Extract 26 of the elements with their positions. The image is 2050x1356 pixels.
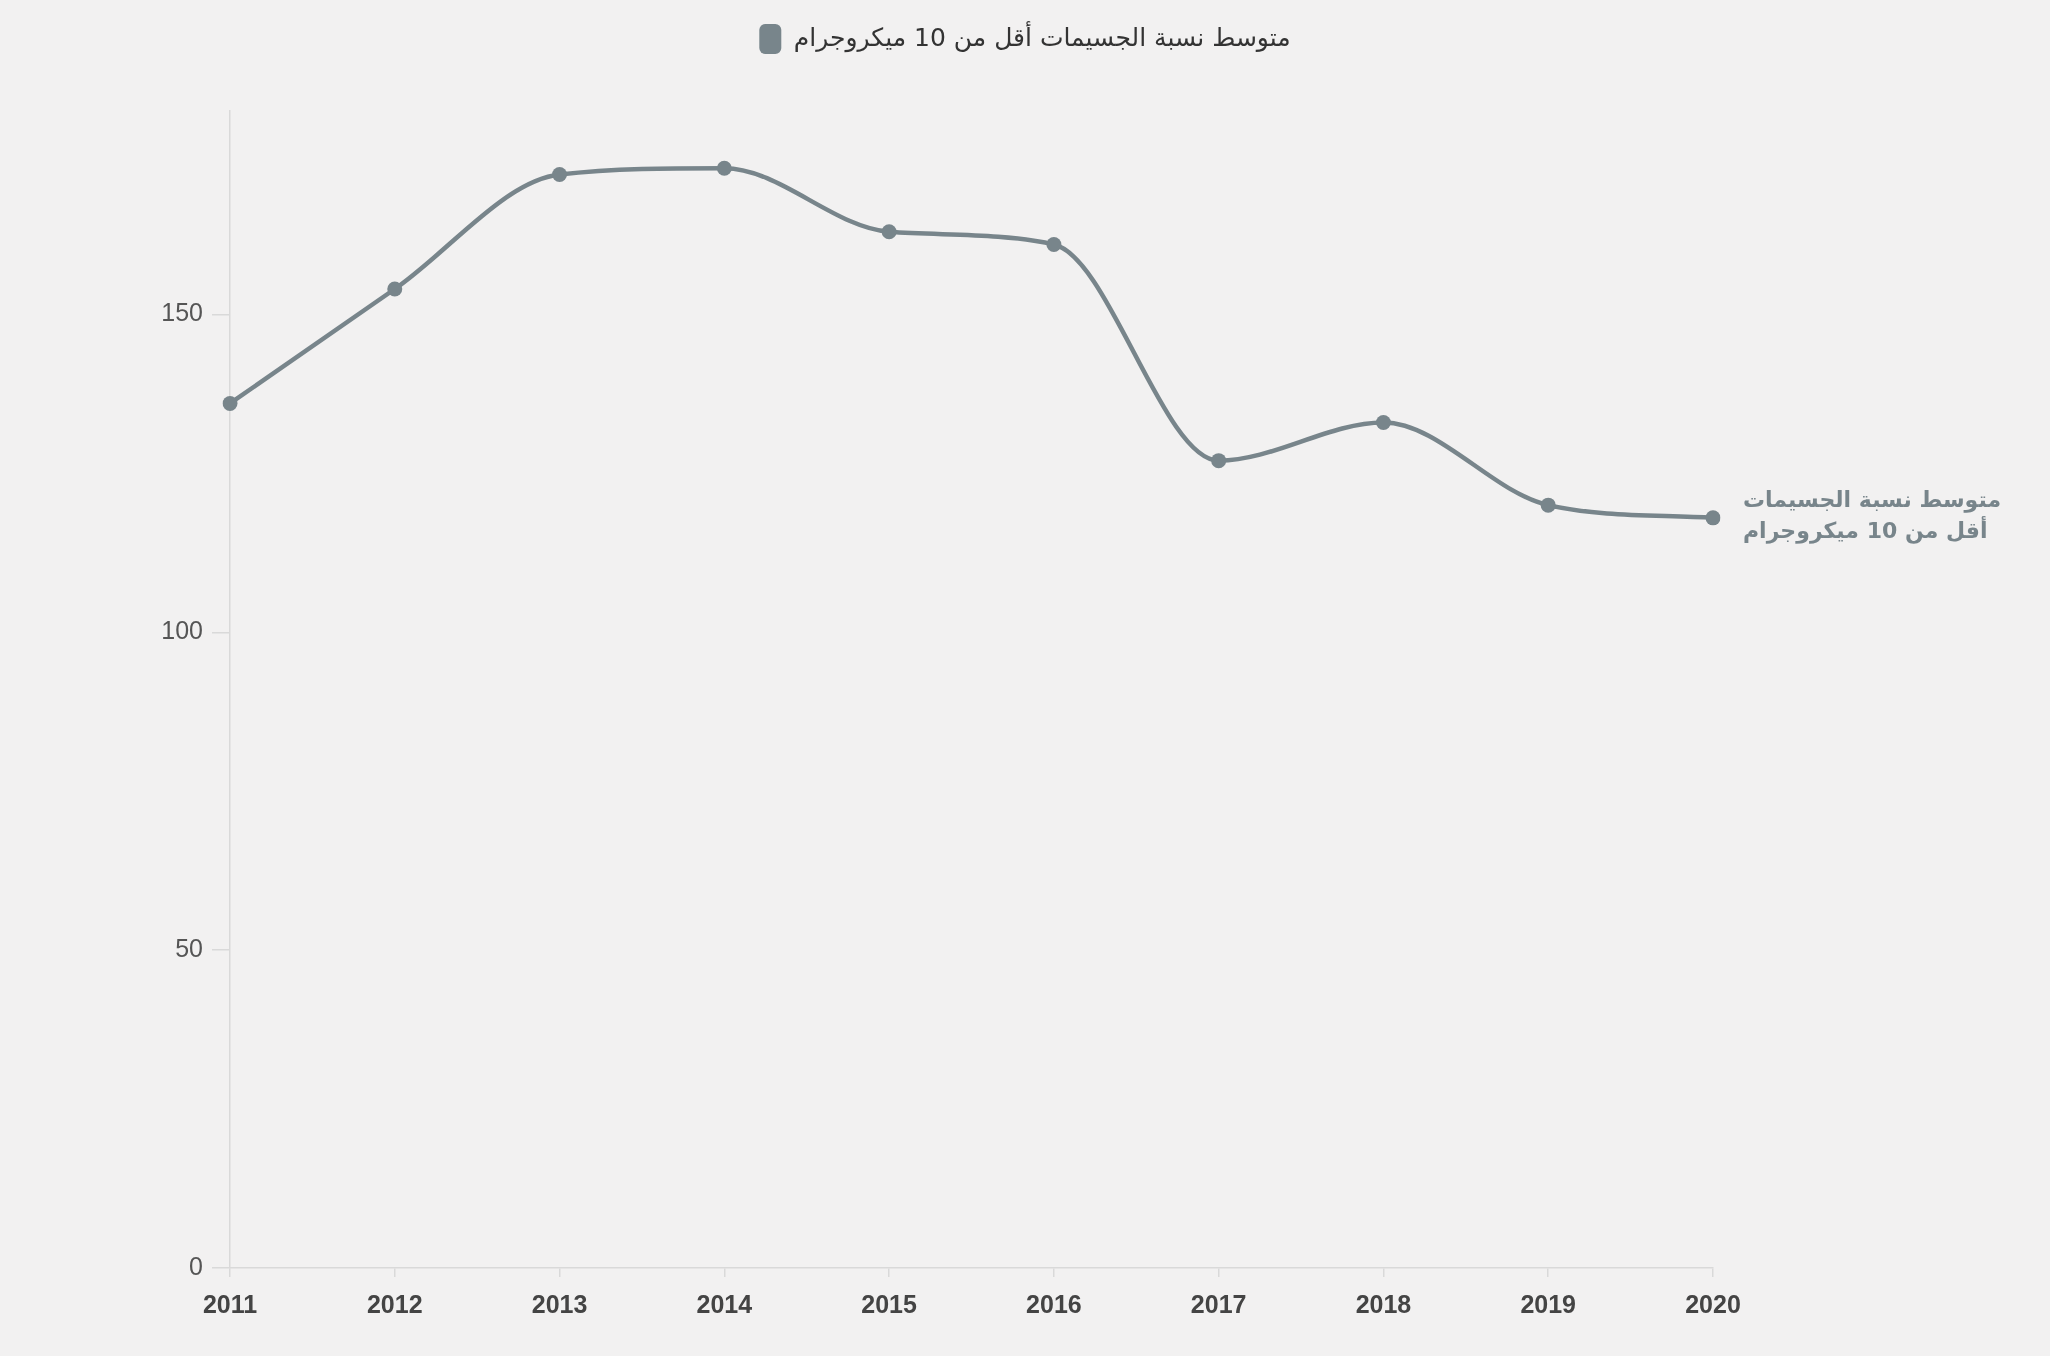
x-tick-label: 2011: [202, 1289, 258, 1318]
x-tick-label: 2014: [696, 1289, 753, 1318]
point: [1046, 237, 1062, 252]
x-tick-label: 2018: [1355, 1289, 1412, 1318]
point: [881, 224, 897, 240]
x-tick-label: 2015: [861, 1289, 918, 1318]
point: [552, 167, 568, 183]
y-tick-label: 100: [161, 616, 203, 645]
y-tick-label: 150: [161, 298, 203, 327]
x-tick-label: 2019: [1520, 1289, 1577, 1318]
x-tick-label: 2012: [366, 1289, 423, 1318]
point: [1540, 497, 1556, 513]
point: [716, 160, 732, 176]
x-tick-label: 2017: [1190, 1289, 1247, 1318]
point: [1375, 415, 1391, 430]
x-tick-label: 2013: [531, 1289, 588, 1318]
point: [387, 281, 403, 297]
legend-label: متوسط نسبة الجسيمات أقل من 10 ميكروجرام: [793, 19, 1291, 53]
text: متوسط نسبة الجسيمات أقل من 10 ميكروجرام: [1743, 487, 2002, 544]
y-tick-label: 0: [189, 1251, 203, 1280]
y-tick-label: 50: [175, 934, 203, 963]
x-tick-label: 2020: [1685, 1289, 1741, 1318]
x-tick-label: 2016: [1026, 1289, 1082, 1318]
point: [1211, 453, 1227, 469]
point: [1705, 510, 1721, 526]
point: [222, 395, 238, 411]
